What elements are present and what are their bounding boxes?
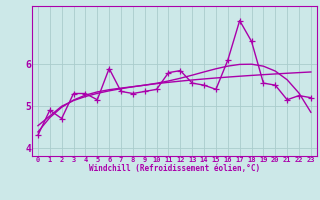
X-axis label: Windchill (Refroidissement éolien,°C): Windchill (Refroidissement éolien,°C) [89, 164, 260, 173]
